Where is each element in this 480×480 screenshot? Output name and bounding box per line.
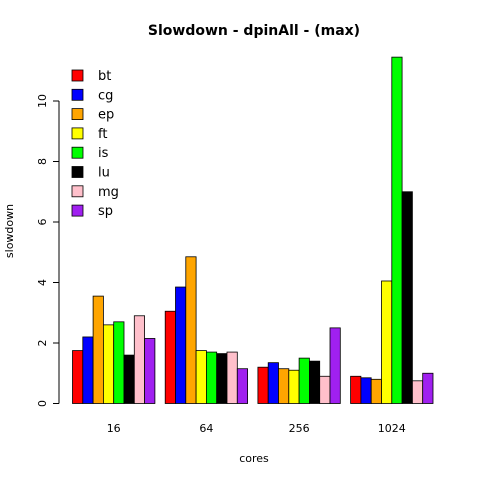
- bar-is-64: [205, 351, 218, 404]
- legend-swatch-mg: [71, 185, 84, 198]
- y-tick-label: 8: [36, 158, 49, 165]
- x-tick-labels: 16 64 256 1024: [107, 422, 406, 435]
- bar-ep-64: [185, 256, 197, 404]
- bar-is-256: [298, 357, 310, 404]
- chart-title: Slowdown - dpinAll - (max): [148, 23, 360, 39]
- legend-label-cg: cg: [98, 88, 113, 103]
- bar-ft-16: [103, 324, 115, 404]
- bar-cg-16: [82, 336, 94, 404]
- legend-swatch-sp: [71, 204, 84, 217]
- bar-sp-16: [144, 338, 156, 404]
- legend-label-lu: lu: [98, 166, 110, 181]
- legend-label-sp: sp: [98, 204, 113, 219]
- bar-lu-16: [123, 354, 135, 404]
- bar-ft-64: [195, 350, 207, 404]
- bar-cg-1024: [360, 377, 372, 404]
- bar-ep-1024: [370, 378, 382, 404]
- legend-swatch-ft: [71, 127, 84, 140]
- y-tick-label: 6: [36, 219, 49, 226]
- legend-swatch-ep: [71, 108, 84, 120]
- bar-ft-1024: [381, 280, 393, 404]
- bar-lu-64: [216, 353, 228, 404]
- bar-mg-64: [226, 351, 238, 404]
- bars-group: [72, 56, 434, 404]
- bar-is-16: [113, 321, 125, 404]
- bar-is-1024: [391, 56, 403, 404]
- legend-label-is: is: [98, 146, 109, 161]
- bar-mg-16: [133, 315, 146, 404]
- bar-bt-256: [257, 366, 269, 404]
- legend-swatch-lu: [71, 166, 84, 178]
- bar-ep-16: [92, 295, 104, 404]
- x-tick-label-1024: 1024: [378, 422, 406, 435]
- bar-bt-64: [164, 310, 176, 404]
- x-axis-label: cores: [239, 452, 269, 465]
- bar-sp-1024: [422, 372, 434, 404]
- bar-sp-64: [236, 368, 249, 404]
- legend: bt cg ep ft is lu mg sp: [71, 69, 119, 219]
- bar-ep-256: [278, 368, 290, 404]
- y-tick-label: 10: [36, 94, 49, 108]
- bar-mg-1024: [411, 380, 424, 404]
- bar-bt-1024: [350, 375, 362, 404]
- y-tick-label: 0: [36, 400, 49, 407]
- legend-swatch-bt: [71, 69, 84, 82]
- bar-cg-64: [175, 286, 187, 404]
- x-tick-label-64: 64: [199, 422, 213, 435]
- legend-swatch-is: [71, 146, 84, 159]
- legend-label-bt: bt: [98, 69, 111, 84]
- x-tick-label-16: 16: [107, 422, 121, 435]
- bar-lu-1024: [401, 191, 413, 404]
- y-axis: 0 2 4 6 8 10: [36, 94, 60, 407]
- bar-cg-256: [267, 362, 279, 404]
- legend-label-ft: ft: [98, 127, 107, 142]
- legend-swatch-cg: [71, 88, 84, 101]
- x-tick-label-256: 256: [289, 422, 310, 435]
- y-tick-label: 2: [36, 340, 49, 347]
- bar-bt-16: [72, 350, 84, 404]
- bar-lu-256: [308, 360, 321, 404]
- bar-mg-256: [319, 375, 331, 404]
- legend-label-mg: mg: [98, 185, 119, 200]
- bar-sp-256: [329, 327, 341, 404]
- bar-ft-256: [288, 369, 300, 404]
- legend-label-ep: ep: [98, 108, 114, 123]
- y-axis-label: slowdown: [3, 204, 16, 258]
- y-tick-label: 4: [36, 279, 49, 286]
